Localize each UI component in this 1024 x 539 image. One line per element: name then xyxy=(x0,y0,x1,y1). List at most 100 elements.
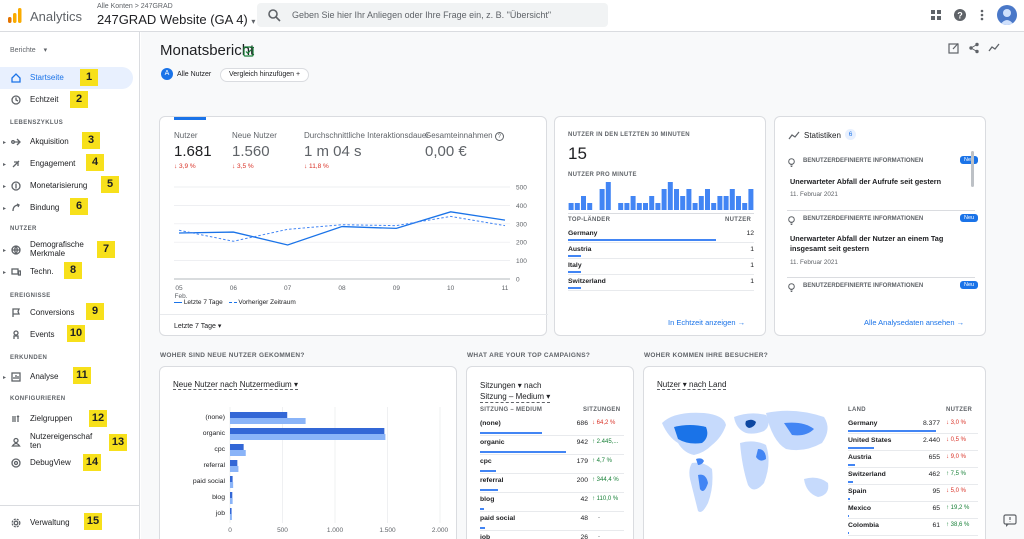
metric-label-text: Gesamteinnahmen xyxy=(425,131,493,140)
table-row[interactable]: Switzerland 462 ↑ 7,5 % xyxy=(848,468,978,485)
sidebar-item-echtzeit[interactable]: Echtzeit 2 xyxy=(0,89,133,111)
sidebar-item-startseite[interactable]: Startseite 1 xyxy=(0,67,133,89)
table-row[interactable]: job 26 - xyxy=(480,531,624,539)
user-count: 1 xyxy=(750,262,754,269)
table-row[interactable]: paid social 48 - xyxy=(480,512,624,531)
country-name: Switzerland xyxy=(848,471,886,478)
sidebar-item-demografische-merkmale[interactable]: ▸ Demografische Merkmale 7 xyxy=(0,237,133,263)
bar-previous xyxy=(230,466,239,472)
change-percent: ↓ 9,0 % xyxy=(946,454,967,460)
filter-all-users[interactable]: A Alle Nutzer xyxy=(161,68,211,82)
minute-bar xyxy=(655,203,661,210)
minute-bar xyxy=(587,203,593,210)
add-comparison-button[interactable]: Vergleich hinzufügen + xyxy=(220,68,310,82)
sidebar-item-conversions[interactable]: Conversions 9 xyxy=(0,302,133,324)
x-tick-label: 08 xyxy=(338,285,346,292)
date-range-selector[interactable]: Letzte 7 Tage ▾ xyxy=(174,322,221,330)
sidebar-item-techn[interactable]: ▸ Techn. 8 xyxy=(0,261,133,283)
metric-selector[interactable]: Sitzungen ▾ nach Sitzung – Medium ▾ xyxy=(480,380,551,403)
bar-current xyxy=(230,508,232,514)
table-row[interactable]: blog 42 ↑ 110,0 % xyxy=(480,493,624,512)
edit-report-icon[interactable] xyxy=(948,42,960,54)
search-input[interactable]: Geben Sie hier Ihr Anliegen oder Ihre Fr… xyxy=(257,3,608,27)
metric-selector[interactable]: Nutzer ▾ nach Land xyxy=(657,380,727,390)
metric-selector-label: Nutzer ▾ nach Land xyxy=(657,380,727,390)
account-avatar-icon[interactable] xyxy=(997,5,1017,25)
table-row[interactable]: Germany 8.377 ↓ 3,0 % xyxy=(848,417,978,434)
visitors-card: Nutzer ▾ nach Land xyxy=(643,366,986,539)
apps-grid-icon[interactable] xyxy=(929,8,943,22)
dimension-selector[interactable]: Neue Nutzer nach Nutzermedium ▾ xyxy=(173,380,298,390)
analytics-logo-icon[interactable] xyxy=(8,8,22,23)
change-percent: ↓ 0,5 % xyxy=(946,437,967,443)
metric-label[interactable]: Durchschnittliche Interaktionsdauer xyxy=(304,131,429,140)
sidebar-item-zielgruppen[interactable]: Zielgruppen 12 xyxy=(0,408,133,430)
user-count: 1 xyxy=(750,278,754,285)
gear-icon xyxy=(11,518,21,528)
metric-delta: ↓ 3,9 % xyxy=(174,163,196,170)
insight-card[interactable]: BENUTZERDEFINIERTE INFORMATIONEN Neu xyxy=(787,281,979,303)
table-row[interactable]: Spain 95 ↓ 5,0 % xyxy=(848,485,978,502)
chevron-right-icon: ▸ xyxy=(3,248,7,254)
section-heading: EREIGNISSE xyxy=(10,293,51,299)
minute-bar xyxy=(667,182,673,210)
sidebar-item-analyse[interactable]: ▸ Analyse 11 xyxy=(0,366,133,388)
table-row[interactable]: Mexico 65 ↑ 19,2 % xyxy=(848,502,978,519)
chevron-right-icon: ▸ xyxy=(3,375,7,381)
table-row[interactable]: Austria 655 ↓ 9,0 % xyxy=(848,451,978,468)
user-count: 462 xyxy=(928,471,940,478)
x-tick-label: 05 xyxy=(175,285,183,292)
change-percent: - xyxy=(598,534,600,539)
minute-bar xyxy=(661,189,667,210)
sidebar-item-verwaltung[interactable]: Verwaltung 15 xyxy=(0,512,133,534)
insights-trend-icon[interactable] xyxy=(988,42,1000,54)
sidebar-item-label: Monetarisierung xyxy=(30,181,88,190)
scrollbar[interactable] xyxy=(971,151,974,187)
category-label: blog xyxy=(212,494,225,501)
minute-bar xyxy=(729,189,735,210)
reports-selector[interactable]: Berichte ▾ xyxy=(10,46,47,54)
sidebar-item-events[interactable]: Events 10 xyxy=(0,324,133,346)
column-header-medium: SITZUNG – MEDIUM xyxy=(480,407,543,413)
view-realtime-link[interactable]: In Echtzeit anzeigen → xyxy=(668,318,746,327)
sidebar-item-nutzereigenschaften[interactable]: Nutzereigenschaf ten 13 xyxy=(0,429,133,455)
bar-previous xyxy=(230,418,306,424)
table-row[interactable]: Italy 1 xyxy=(568,259,754,275)
insight-card[interactable]: BENUTZERDEFINIERTE INFORMATIONEN Neu Une… xyxy=(787,214,979,276)
svg-text:?: ? xyxy=(957,11,963,21)
table-row[interactable]: cpc 179 ↑ 4,7 % xyxy=(480,455,624,474)
table-row[interactable]: Switzerland 1 xyxy=(568,275,754,291)
table-row[interactable]: Germany 12 xyxy=(568,227,754,243)
more-vert-icon[interactable] xyxy=(975,8,989,22)
sidebar-item-monetarisierung[interactable]: ▸ Monetarisierung 5 xyxy=(0,175,133,197)
sidebar-item-bindung[interactable]: ▸ Bindung 6 xyxy=(0,197,133,219)
insight-date: 11. Februar 2021 xyxy=(790,191,838,198)
date-range-label: Letzte 7 Tage xyxy=(174,323,216,330)
help-icon[interactable]: ? xyxy=(953,8,967,22)
metric-label[interactable]: Neue Nutzer xyxy=(232,131,277,140)
metric-label[interactable]: Gesamteinnahmen ? xyxy=(425,131,504,141)
share-icon[interactable] xyxy=(968,42,980,54)
table-row[interactable]: United States 2.440 ↓ 0,5 % xyxy=(848,434,978,451)
world-map[interactable] xyxy=(654,403,840,539)
view-all-insights-link[interactable]: Alle Analysedaten ansehen → xyxy=(864,318,965,327)
table-row[interactable]: (none) 686 ↓ 64,2 % xyxy=(480,417,624,436)
metric-label[interactable]: Nutzer xyxy=(174,131,198,140)
user-property-icon xyxy=(11,437,21,447)
sidebar-item-engagement[interactable]: ▸ Engagement 4 xyxy=(0,153,133,175)
legend-current-label: Letzte 7 Tage xyxy=(183,299,223,306)
table-row[interactable]: referral 200 ↑ 344,4 % xyxy=(480,474,624,493)
breadcrumb[interactable]: Alle Konten > 247GRAD xyxy=(97,3,173,10)
annotation-badge: 12 xyxy=(89,410,107,427)
sidebar-item-debugview[interactable]: DebugView 14 xyxy=(0,452,133,474)
sidebar-item-akquisition[interactable]: ▸ Akquisition 3 xyxy=(0,131,133,153)
table-row[interactable]: organic 942 ↑ 2.445,... xyxy=(480,436,624,455)
insight-card[interactable]: BENUTZERDEFINIERTE INFORMATIONEN Neu Une… xyxy=(787,156,979,206)
x-tick-label: 1.000 xyxy=(327,527,344,534)
table-row[interactable]: Colombia 61 ↑ 38,6 % xyxy=(848,519,978,536)
bar-current xyxy=(230,444,244,450)
bar-previous xyxy=(230,450,246,456)
table-row[interactable]: Austria 1 xyxy=(568,243,754,259)
property-selector[interactable]: 247GRAD Website (GA 4) ▾ xyxy=(97,12,255,27)
feedback-icon[interactable] xyxy=(1003,514,1017,528)
